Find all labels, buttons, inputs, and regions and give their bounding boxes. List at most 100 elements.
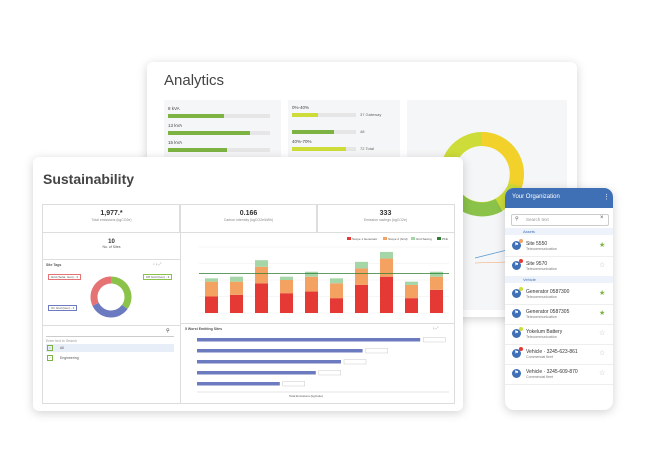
star-icon[interactable]: ☆ — [599, 262, 606, 269]
legend-swatch — [411, 237, 415, 240]
mobile-search-input[interactable]: ⚲ Search text × — [511, 214, 609, 226]
star-icon[interactable]: ☆ — [599, 350, 606, 357]
donut-slice — [110, 276, 132, 310]
analytics-title: Analytics — [164, 72, 225, 89]
mobile-list-item[interactable]: ⚑ Vehicle · 3245-609-870 Commercial fleet ☆ — [505, 364, 613, 385]
star-icon[interactable]: ☆ — [599, 370, 606, 377]
bar-segment — [280, 280, 293, 294]
checkbox-icon[interactable]: ✓ — [47, 345, 53, 351]
item-name: Vehicle · 3245-623-861 — [526, 349, 578, 355]
tag-row-engineering[interactable]: ✓ Engineering — [46, 354, 174, 362]
bar-segment — [230, 294, 243, 313]
rank-bar — [197, 349, 363, 353]
utilization-bar-track — [292, 147, 356, 151]
bar-segment — [230, 281, 243, 295]
legend-label: Scope 1 Generator — [352, 237, 378, 241]
bar-segment — [380, 251, 393, 259]
donut-label-offgrid: Off Grid (Gen) - 3 — [143, 274, 173, 280]
alert-dot — [519, 287, 523, 291]
capacity-bar-fill — [168, 148, 228, 152]
bar-segment — [205, 281, 218, 297]
tag-search-panel: Enter text to Search ⚲ ✓ All ✓ Engineeri… — [42, 325, 181, 404]
bar-segment — [305, 271, 318, 277]
stacked-legend: Scope 1 Generator Scope 2 (Grid) Grid Sa… — [347, 237, 452, 241]
tag-search-placeholder: Enter text to Search — [46, 339, 77, 343]
utilization-heading: 40%-70% — [292, 139, 312, 144]
star-icon[interactable]: ★ — [599, 290, 606, 297]
mobile-list-item[interactable]: ⚑ Yokelum Battery Telecommunication ☆ — [505, 324, 613, 345]
item-subtitle: Telecommunication — [526, 335, 557, 339]
worst-sites-chart: 5 Worst Emitting Sites ⤓ ⤢ Total Emissio… — [180, 323, 455, 404]
asset-icon: ⚑ — [512, 349, 521, 358]
rank-bar-tag — [343, 359, 367, 365]
utilization-bar-track — [292, 130, 356, 134]
mobile-app-card: Your Organization ⋮ ⚲ Search text × Asse… — [505, 188, 613, 410]
mobile-search-placeholder: Search text — [526, 217, 549, 222]
site-tags-donut — [90, 276, 132, 318]
capacity-bar-fill — [168, 114, 225, 118]
bar-segment — [330, 298, 343, 313]
capacity-bar-track — [168, 131, 270, 135]
item-subtitle: Telecommunication — [526, 315, 557, 319]
rank-bar-tag — [318, 370, 342, 376]
panel-tools-icon[interactable]: ⌕ ⤓ ⤢ — [153, 262, 162, 266]
utilization-bar-track — [292, 113, 356, 117]
sustainability-title: Sustainability — [43, 171, 135, 187]
search-icon[interactable]: ⚲ — [166, 328, 170, 334]
checkbox-icon[interactable]: ✓ — [47, 355, 53, 361]
panel-tools-icon[interactable]: ⤓ ⤢ — [433, 326, 439, 330]
mobile-list-item[interactable]: ⚑ Site 5550 Telecommunication ★ — [505, 236, 613, 257]
alert-dot — [519, 347, 523, 351]
star-icon[interactable]: ★ — [599, 310, 606, 317]
bar-segment — [205, 296, 218, 313]
star-icon[interactable]: ★ — [599, 242, 606, 249]
tag-row-all[interactable]: ✓ All — [46, 344, 174, 352]
donut-label-ongrid: On Grid (Gen) - 3 — [48, 305, 78, 311]
capacity-label: 13 kVA — [168, 123, 183, 128]
capacity-bar-fill — [168, 131, 250, 135]
tag-search-input[interactable]: Enter text to Search ⚲ — [46, 328, 174, 343]
kpi-carbon-intensity: 0.166 Carbon intensity (kgCO2e/kWh) — [179, 204, 318, 233]
donut-slice — [90, 276, 112, 306]
bar-segment — [280, 276, 293, 280]
section-label: Assets — [523, 229, 536, 234]
stacked-bar-svg — [199, 246, 449, 314]
bar-segment — [255, 266, 268, 284]
bar-segment — [430, 276, 443, 290]
asset-icon: ⚑ — [512, 241, 521, 250]
worst-sites-svg — [197, 337, 449, 393]
utilization-panel: 0%-40% 37 Gateway 48 40%-70% 72 Total — [288, 100, 400, 158]
alert-dot — [519, 239, 523, 243]
more-menu-icon[interactable]: ⋮ — [603, 194, 610, 201]
star-icon[interactable]: ☆ — [599, 330, 606, 337]
bar-segment — [405, 281, 418, 285]
capacity-bar-track — [168, 148, 270, 152]
mobile-list-item[interactable]: ⚑ Generator 0587305 Telecommunication ★ — [505, 304, 613, 325]
mobile-section-vehicle: Vehicle — [505, 276, 613, 283]
mobile-list-item[interactable]: ⚑ Site 9570 Telecommunication ☆ — [505, 256, 613, 277]
legend-swatch — [437, 237, 441, 240]
bar-segment — [255, 260, 268, 267]
bar-segment — [355, 268, 368, 285]
clear-icon[interactable]: × — [600, 215, 604, 221]
sites-count-panel: 10 No. of Sites — [42, 232, 181, 260]
capacity-label: 8 kVA — [168, 106, 180, 111]
item-subtitle: Commercial fleet — [526, 375, 553, 379]
mobile-list-item[interactable]: ⚑ Vehicle · 3245-623-861 Commercial fleet ☆ — [505, 344, 613, 365]
item-name: Yokelum Battery — [526, 329, 563, 335]
mobile-list-item[interactable]: ⚑ Generator 0587300 Telecommunication ★ — [505, 284, 613, 305]
bar-segment — [330, 283, 343, 299]
bar-segment — [230, 276, 243, 282]
legend-label: PFE — [442, 237, 448, 241]
item-subtitle: Commercial fleet — [526, 355, 553, 359]
bar-segment — [280, 293, 293, 313]
site-tags-title: Site Tags — [46, 263, 62, 267]
legend-label: Grid Saving — [416, 237, 432, 241]
legend-swatch — [383, 237, 387, 240]
bar-segment — [405, 298, 418, 313]
section-label: Vehicle — [523, 277, 536, 282]
bar-segment — [355, 261, 368, 269]
legend-label: Scope 2 (Grid) — [388, 237, 408, 241]
rank-bar — [197, 338, 421, 342]
item-name: Vehicle · 3245-609-870 — [526, 369, 578, 375]
